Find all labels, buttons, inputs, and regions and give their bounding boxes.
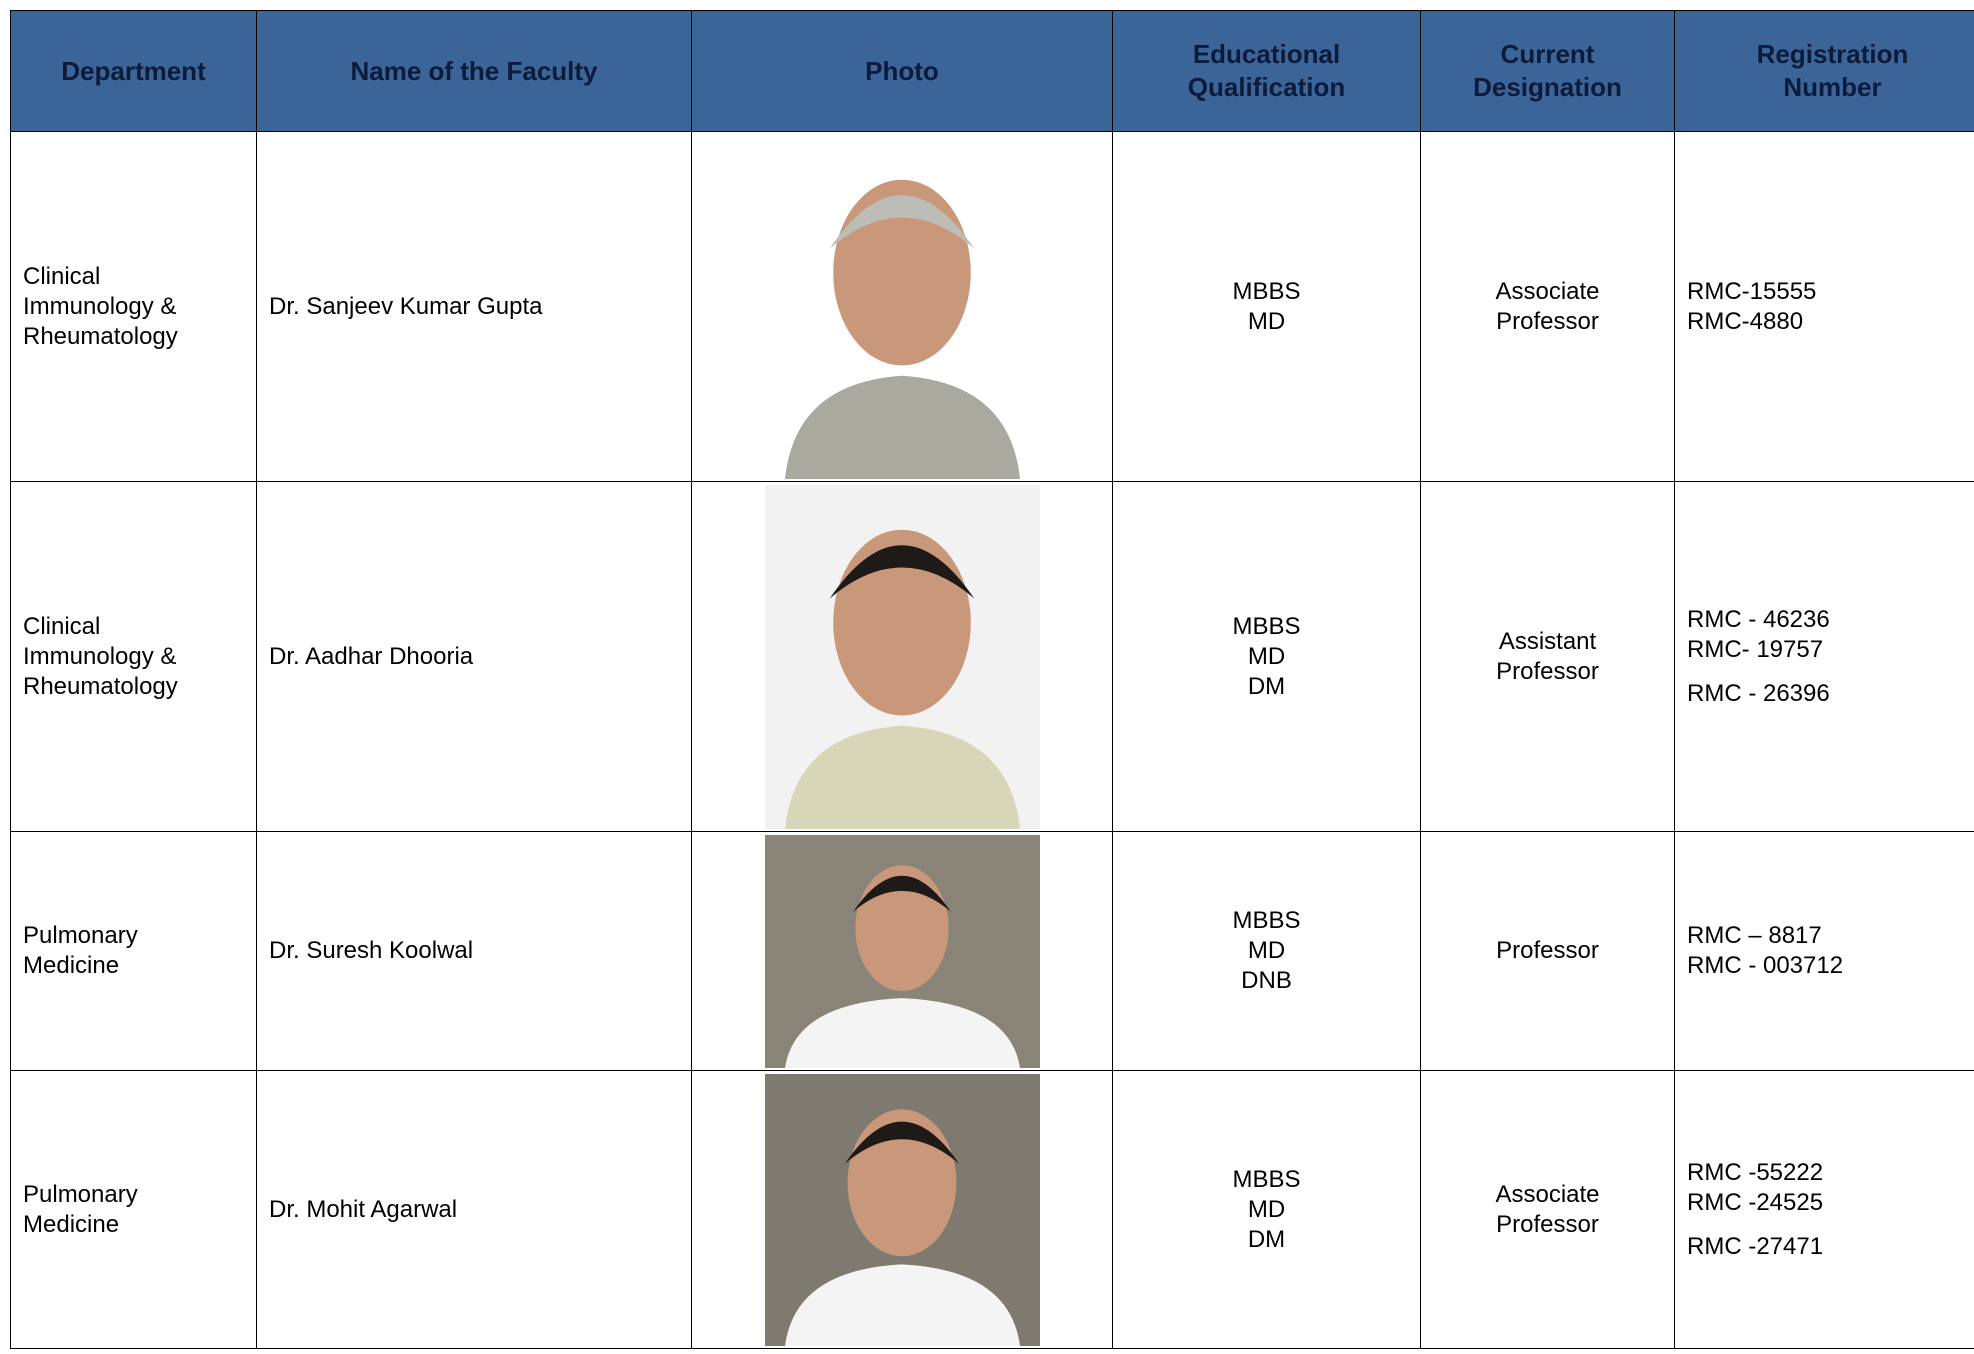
text-line: Rheumatology [23, 322, 256, 352]
name-cell: Dr. Aadhar Dhooria [257, 482, 692, 832]
text-line: RMC- 19757 [1687, 635, 1974, 665]
text-line: RMC -24525 [1687, 1188, 1974, 1218]
text-line: Assistant [1421, 627, 1674, 657]
text-line: Rheumatology [23, 672, 256, 702]
photo-image [765, 835, 1040, 1068]
text-line: RMC -27471 [1687, 1232, 1974, 1262]
name-cell: Dr. Mohit Agarwal [257, 1071, 692, 1349]
text-line: Department [11, 55, 256, 88]
text-line: RMC – 8817 [1687, 921, 1974, 951]
name-cell: Dr. Suresh Koolwal [257, 832, 692, 1071]
text-line: Medicine [23, 1210, 256, 1240]
text-line: Professor [1421, 657, 1674, 687]
text-line: Pulmonary [23, 921, 256, 951]
text-line: Medicine [23, 951, 256, 981]
text-line: RMC -55222 [1687, 1158, 1974, 1188]
text-line: Qualification [1113, 71, 1420, 104]
faculty-name: Dr. Sanjeev Kumar Gupta [269, 293, 542, 320]
photo-image [765, 135, 1040, 479]
text-line: Current [1421, 38, 1674, 71]
text-line: MD [1113, 936, 1420, 966]
faculty-name: Dr. Suresh Koolwal [269, 937, 473, 964]
text-line: RMC - 003712 [1687, 951, 1974, 981]
photo [765, 835, 1040, 1068]
text-line: MBBS [1113, 612, 1420, 642]
column-header: Department [11, 11, 257, 132]
text-line: Number [1675, 71, 1974, 104]
photo-cell [692, 132, 1113, 482]
text-line: DM [1113, 672, 1420, 702]
text-line: Clinical [23, 262, 256, 292]
text-line: Clinical [23, 612, 256, 642]
text-line: RMC - 26396 [1687, 679, 1974, 709]
text-line: Name of the Faculty [257, 55, 691, 88]
text-line: DM [1113, 1225, 1420, 1255]
text-line: RMC-15555 [1687, 277, 1974, 307]
text-line: Registration [1675, 38, 1974, 71]
text-line: MBBS [1113, 906, 1420, 936]
photo [765, 1074, 1040, 1346]
name-cell: Dr. Sanjeev Kumar Gupta [257, 132, 692, 482]
text-line: Professor [1421, 1210, 1674, 1240]
column-header: Photo [692, 11, 1113, 132]
text-line: Educational [1113, 38, 1420, 71]
text-line: RMC - 46236 [1687, 605, 1974, 635]
photo-cell [692, 1071, 1113, 1349]
text-line: Photo [692, 55, 1112, 88]
text-line: Professor [1421, 936, 1674, 966]
text-line: RMC-4880 [1687, 307, 1974, 337]
photo-image [765, 485, 1040, 829]
faculty-name: Dr. Aadhar Dhooria [269, 643, 473, 670]
photo-cell [692, 832, 1113, 1071]
text-line: Designation [1421, 71, 1674, 104]
photo-image [765, 1074, 1040, 1346]
text-line: DNB [1113, 966, 1420, 996]
column-header: Name of the Faculty [257, 11, 692, 132]
text-line: Associate [1421, 277, 1674, 307]
text-line: MD [1113, 642, 1420, 672]
photo [765, 135, 1040, 479]
text-line: MBBS [1113, 277, 1420, 307]
text-line: Immunology & [23, 292, 256, 322]
text-line: Professor [1421, 307, 1674, 337]
faculty-name: Dr. Mohit Agarwal [269, 1196, 457, 1223]
text-line: Immunology & [23, 642, 256, 672]
text-line: MBBS [1113, 1165, 1420, 1195]
text-line: MD [1113, 307, 1420, 337]
text-line: Pulmonary [23, 1180, 256, 1210]
photo [765, 485, 1040, 829]
designation-cell: Professor [1421, 832, 1675, 1071]
photo-cell [692, 482, 1113, 832]
text-line: Associate [1421, 1180, 1674, 1210]
text-line: MD [1113, 1195, 1420, 1225]
